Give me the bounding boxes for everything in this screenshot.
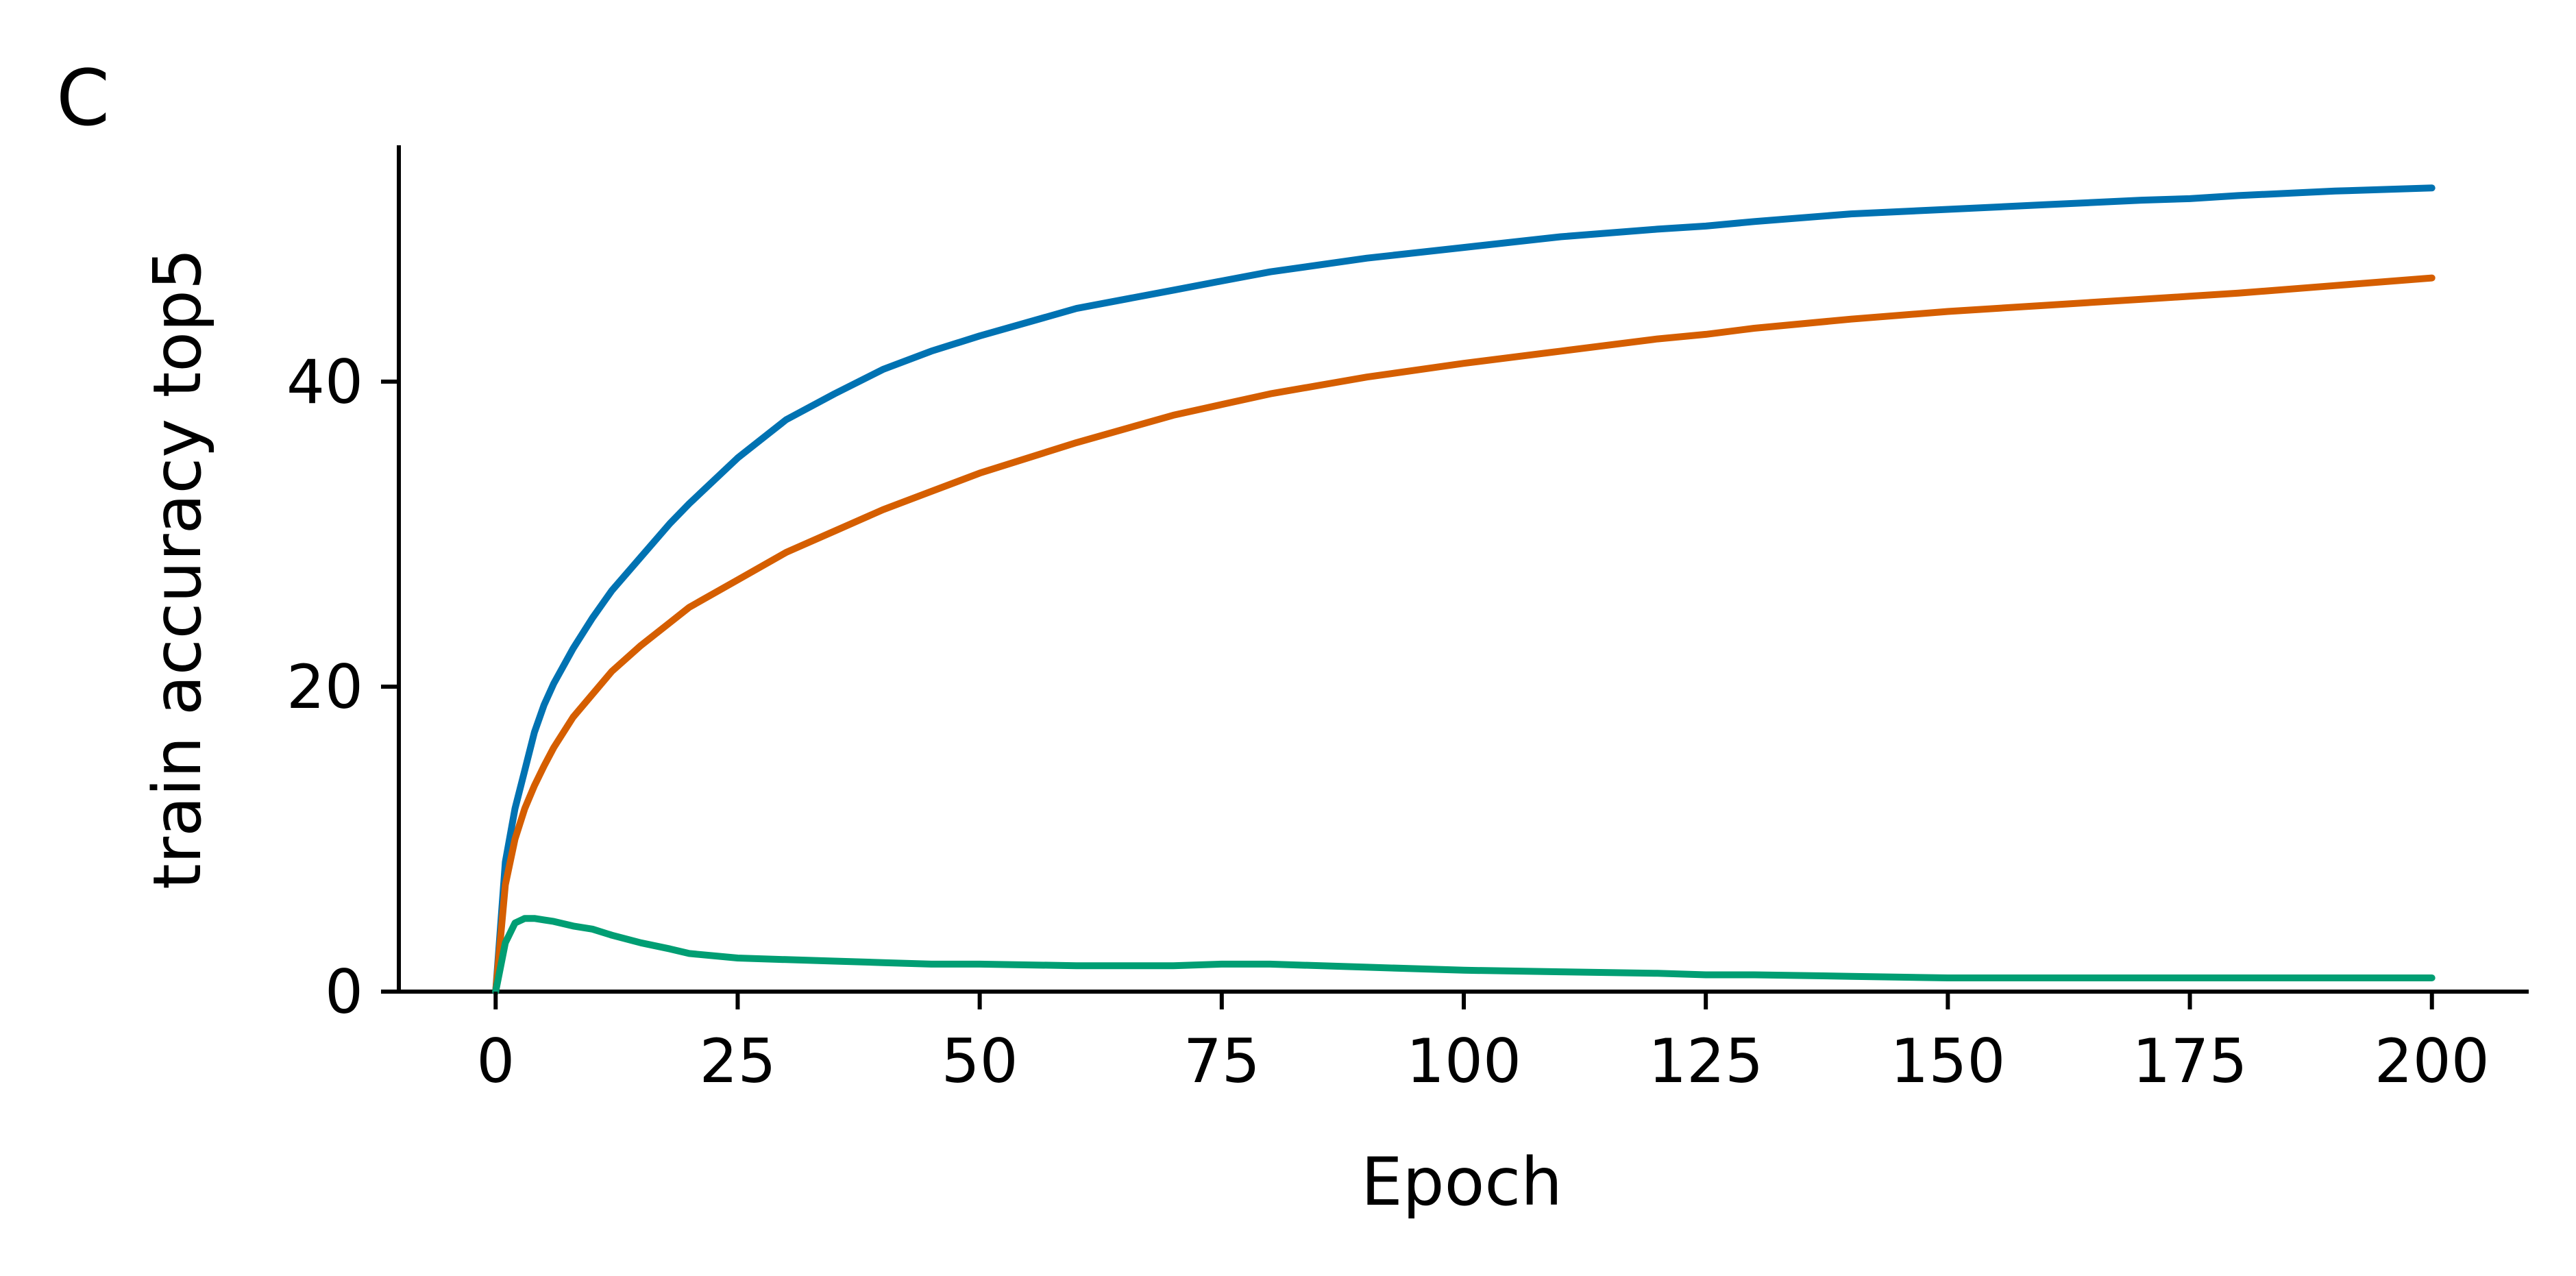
x-ticks: 0 25 50 75 100 125 150 175 200 <box>476 992 2490 1096</box>
x-tick-label: 0 <box>476 1026 515 1096</box>
plot-area: 0 25 50 75 100 125 150 175 200 0 20 40 <box>286 145 2529 1096</box>
series-line-2 <box>492 274 2436 995</box>
series-line-1 <box>492 184 2436 995</box>
series-layer <box>492 184 2436 995</box>
x-tick-label: 125 <box>1648 1026 1763 1096</box>
x-tick-label: 200 <box>2375 1026 2490 1096</box>
x-tick-label: 75 <box>1183 1026 1260 1096</box>
y-ticks: 0 20 40 <box>286 347 399 1027</box>
x-axis-title: Epoch <box>1361 1144 1562 1220</box>
x-tick-label: 25 <box>699 1026 776 1096</box>
x-tick-label: 150 <box>1890 1026 2005 1096</box>
y-tick-label: 0 <box>325 957 363 1027</box>
y-tick-label: 40 <box>286 347 363 417</box>
panel-label: C <box>56 54 110 143</box>
x-tick-label: 50 <box>942 1026 1018 1096</box>
series-line-3 <box>492 915 2436 995</box>
y-axis-title: train accuracy top5 <box>139 248 216 889</box>
x-tick-label: 100 <box>1406 1026 1521 1096</box>
x-tick-label: 175 <box>2133 1026 2248 1096</box>
y-tick-label: 20 <box>286 652 363 722</box>
